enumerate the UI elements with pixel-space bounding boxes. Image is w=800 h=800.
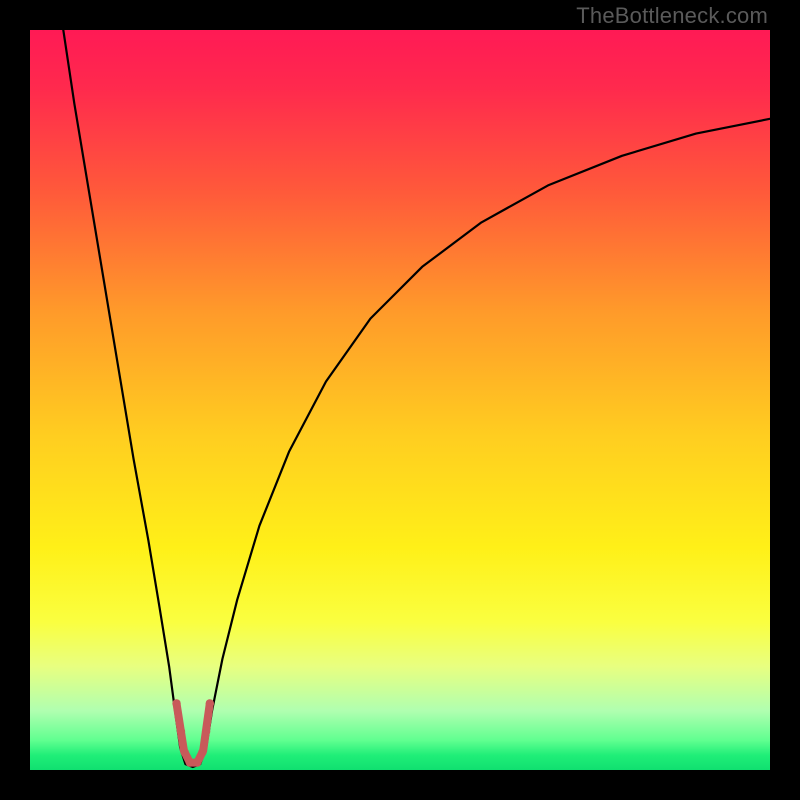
bottleneck-curve xyxy=(63,30,770,767)
curve-layer xyxy=(30,30,770,770)
plot-area xyxy=(30,30,770,770)
trough-marker-dot xyxy=(177,727,185,735)
watermark-text: TheBottleneck.com xyxy=(576,3,768,29)
trough-marker-dot xyxy=(198,748,206,756)
trough-marker-dot xyxy=(193,758,201,766)
trough-marker-dot xyxy=(206,699,214,707)
trough-marker-dot xyxy=(202,727,210,735)
trough-marker-dot xyxy=(186,758,194,766)
trough-marker-dot xyxy=(180,748,188,756)
trough-marker-dot xyxy=(172,699,180,707)
